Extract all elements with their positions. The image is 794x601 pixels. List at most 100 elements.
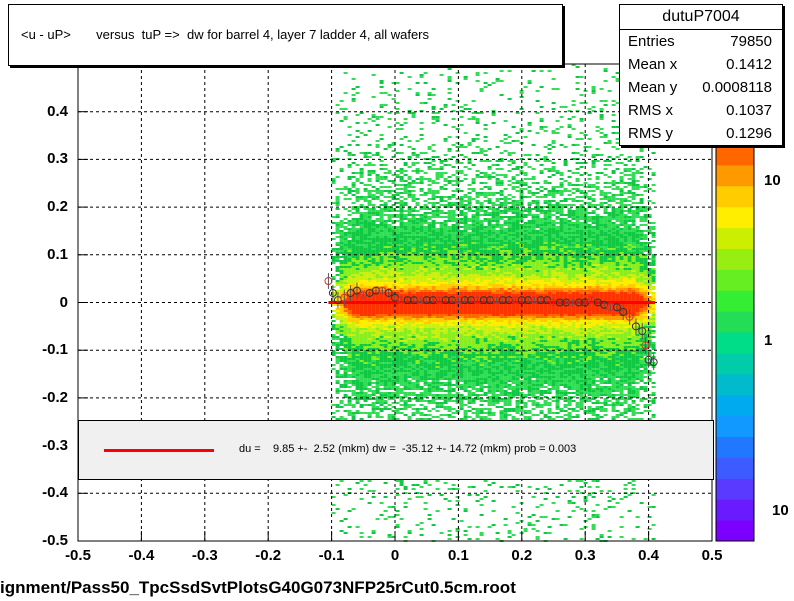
heatmap-cell [479,294,484,296]
heatmap-cell [483,378,488,380]
heatmap-cell [467,494,472,496]
heatmap-cell [343,380,348,382]
heatmap-cell [491,284,496,286]
heatmap-cell [391,286,396,288]
heatmap-cell [411,342,416,344]
heatmap-cell [371,274,376,276]
heatmap-cell [483,352,488,354]
heatmap-cell [419,272,424,274]
heatmap-cell [463,242,468,244]
heatmap-cell [395,408,400,410]
heatmap-cell [331,512,336,514]
heatmap-cell [395,376,400,378]
heatmap-cell [359,252,364,254]
heatmap-cell [467,282,472,284]
heatmap-cell [487,238,492,240]
heatmap-cell [347,220,352,222]
heatmap-cell [411,488,416,490]
heatmap-cell [419,312,424,314]
heatmap-cell [399,334,404,336]
heatmap-cell [483,128,488,130]
heatmap-cell [419,170,424,172]
heatmap-cell [455,316,460,318]
heatmap-cell [443,350,448,352]
heatmap-cell [483,214,488,216]
heatmap-cell [379,106,384,108]
heatmap-cell [491,224,496,226]
heatmap-cell [375,408,380,410]
heatmap-cell [411,246,416,248]
heatmap-cell [463,334,468,336]
heatmap-cell [427,382,432,384]
heatmap-cell [467,228,472,230]
heatmap-cell [455,352,460,354]
heatmap-cell [387,190,392,192]
heatmap-cell [367,234,372,236]
heatmap-cell [351,298,356,300]
heatmap-cell [491,346,496,348]
heatmap-cell [367,334,372,336]
heatmap-cell [463,276,468,278]
heatmap-cell [371,304,376,306]
heatmap-cell [415,182,420,184]
heatmap-cell [351,176,356,178]
heatmap-cell [387,326,392,328]
heatmap-cell [435,216,440,218]
heatmap-cell [423,292,428,294]
heatmap-cell [379,316,384,318]
heatmap-cell [463,246,468,248]
heatmap-cell [455,160,460,162]
heatmap-cell [359,316,364,318]
heatmap-cell [455,496,460,498]
heatmap-cell [335,252,340,254]
heatmap-cell [447,252,452,254]
heatmap-cell [371,296,376,298]
heatmap-cell [459,266,464,268]
heatmap-cell [391,142,396,144]
heatmap-cell [483,298,488,300]
heatmap-cell [475,412,480,414]
heatmap-cell [423,248,428,250]
heatmap-cell [355,380,360,382]
heatmap-cell [467,192,472,194]
heatmap-cell [419,266,424,268]
heatmap-cell [407,404,412,406]
heatmap-cell [395,336,400,338]
heatmap-cell [407,110,412,112]
heatmap-cell [435,228,440,230]
heatmap-cell [411,254,416,256]
heatmap-cell [415,262,420,264]
heatmap-cell [355,372,360,374]
heatmap-cell [411,312,416,314]
heatmap-cell [339,256,344,258]
heatmap-cell [443,256,448,258]
heatmap-cell [447,196,452,198]
heatmap-cell [339,244,344,246]
heatmap-cell [403,376,408,378]
heatmap-cell [471,182,476,184]
heatmap-cell [487,312,492,314]
heatmap-cell [395,524,400,526]
heatmap-cell [415,492,420,494]
heatmap-cell [447,226,452,228]
heatmap-cell [423,258,428,260]
heatmap-cell [495,78,500,80]
heatmap-cell [339,238,344,240]
heatmap-cell [343,258,348,260]
heatmap-cell [491,324,496,326]
heatmap-cell [491,392,496,394]
heatmap-cell [475,120,480,122]
heatmap-cell [363,254,368,256]
heatmap-cell [415,316,420,318]
heatmap-cell [455,348,460,350]
heatmap-cell [447,356,452,358]
heatmap-cell [459,376,464,378]
heatmap-cell [415,178,420,180]
heatmap-cell [467,372,472,374]
heatmap-cell [443,238,448,240]
heatmap-cell [379,156,384,158]
heatmap-cell [379,164,384,166]
heatmap-cell [447,326,452,328]
heatmap-cell [467,368,472,370]
heatmap-cell [375,308,380,310]
